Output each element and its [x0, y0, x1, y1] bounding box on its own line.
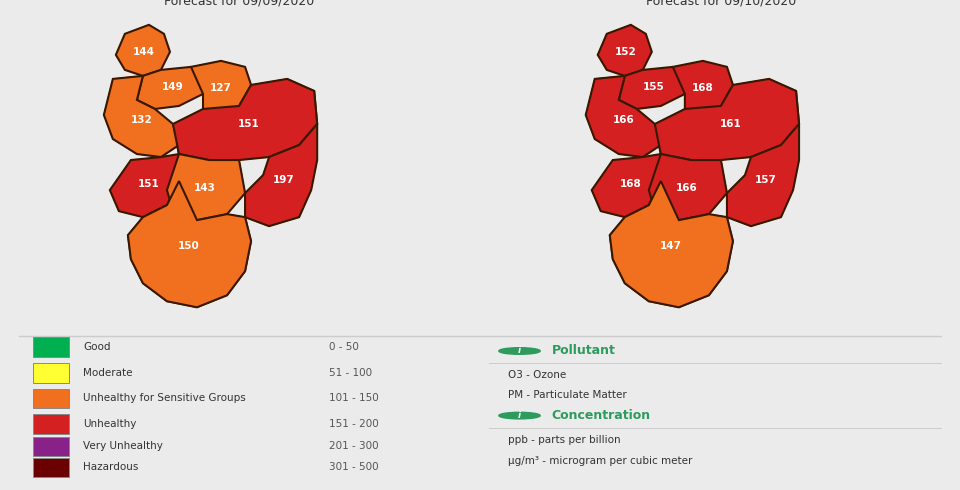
Text: i: i — [518, 411, 521, 420]
Text: 151 - 200: 151 - 200 — [329, 419, 379, 429]
Polygon shape — [104, 76, 179, 157]
Polygon shape — [245, 123, 318, 227]
Polygon shape — [586, 75, 661, 158]
Polygon shape — [116, 25, 170, 76]
Text: Pollutant: Pollutant — [551, 344, 615, 358]
Polygon shape — [598, 25, 652, 76]
Polygon shape — [673, 61, 732, 115]
Text: 144: 144 — [133, 47, 155, 57]
Polygon shape — [128, 181, 252, 307]
Text: Hazardous: Hazardous — [83, 463, 138, 472]
Polygon shape — [591, 153, 661, 218]
Text: 143: 143 — [194, 183, 215, 193]
Polygon shape — [591, 154, 660, 217]
Polygon shape — [618, 67, 691, 109]
Text: Unhealthy for Sensitive Groups: Unhealthy for Sensitive Groups — [83, 393, 246, 403]
Text: O3 - Ozone: O3 - Ozone — [508, 370, 566, 380]
Polygon shape — [648, 153, 728, 220]
Text: 149: 149 — [161, 82, 183, 92]
Text: 132: 132 — [131, 115, 153, 125]
Text: Very Unhealthy: Very Unhealthy — [83, 441, 163, 451]
FancyBboxPatch shape — [33, 389, 69, 408]
Text: 0 - 50: 0 - 50 — [329, 342, 359, 352]
Text: 127: 127 — [210, 83, 232, 93]
Polygon shape — [109, 153, 180, 218]
Text: i: i — [518, 346, 521, 355]
Text: μg/m³ - microgram per cubic meter: μg/m³ - microgram per cubic meter — [508, 456, 692, 466]
Polygon shape — [649, 154, 727, 220]
Text: 51 - 100: 51 - 100 — [329, 368, 372, 378]
Text: 150: 150 — [179, 241, 200, 251]
FancyBboxPatch shape — [33, 414, 69, 434]
Text: 166: 166 — [676, 183, 697, 193]
Polygon shape — [245, 124, 317, 226]
Polygon shape — [672, 60, 733, 115]
FancyBboxPatch shape — [33, 338, 69, 357]
Polygon shape — [597, 24, 652, 76]
FancyBboxPatch shape — [33, 437, 69, 456]
Polygon shape — [727, 123, 800, 227]
Polygon shape — [172, 78, 318, 161]
FancyBboxPatch shape — [33, 458, 69, 477]
Polygon shape — [137, 67, 209, 109]
Text: Unhealthy: Unhealthy — [83, 419, 136, 429]
FancyBboxPatch shape — [33, 363, 69, 383]
Polygon shape — [173, 79, 317, 160]
Circle shape — [499, 348, 540, 354]
Circle shape — [499, 412, 540, 419]
Text: 151: 151 — [237, 120, 259, 129]
Text: PM - Particulate Matter: PM - Particulate Matter — [508, 390, 627, 399]
Polygon shape — [586, 76, 660, 157]
Polygon shape — [609, 180, 733, 308]
Text: 168: 168 — [692, 83, 714, 93]
Polygon shape — [109, 154, 179, 217]
Text: 155: 155 — [643, 82, 665, 92]
Text: 151: 151 — [137, 179, 159, 190]
Title: Forecast for 09/09/2020: Forecast for 09/09/2020 — [164, 0, 314, 7]
Polygon shape — [115, 24, 170, 76]
Polygon shape — [191, 61, 252, 115]
Text: 168: 168 — [619, 179, 641, 190]
Polygon shape — [190, 60, 252, 115]
Polygon shape — [167, 154, 245, 220]
Polygon shape — [655, 79, 799, 160]
Text: 201 - 300: 201 - 300 — [329, 441, 379, 451]
Title: Forecast for 09/10/2020: Forecast for 09/10/2020 — [646, 0, 796, 7]
Text: 152: 152 — [615, 47, 636, 57]
Polygon shape — [127, 180, 252, 308]
Polygon shape — [104, 75, 180, 158]
Polygon shape — [610, 181, 732, 307]
Text: 301 - 500: 301 - 500 — [329, 463, 379, 472]
Text: 147: 147 — [660, 241, 682, 251]
Text: 157: 157 — [755, 175, 777, 186]
Polygon shape — [727, 124, 799, 226]
Text: Moderate: Moderate — [83, 368, 132, 378]
Text: 197: 197 — [273, 175, 295, 186]
Text: 161: 161 — [719, 120, 741, 129]
Text: Good: Good — [83, 342, 110, 352]
Polygon shape — [654, 78, 800, 161]
Text: 101 - 150: 101 - 150 — [329, 393, 379, 403]
Text: 166: 166 — [612, 115, 635, 125]
Polygon shape — [619, 67, 691, 109]
Text: ppb - parts per billion: ppb - parts per billion — [508, 435, 621, 444]
Polygon shape — [166, 153, 246, 220]
Polygon shape — [136, 67, 209, 109]
Text: Concentration: Concentration — [551, 409, 651, 422]
